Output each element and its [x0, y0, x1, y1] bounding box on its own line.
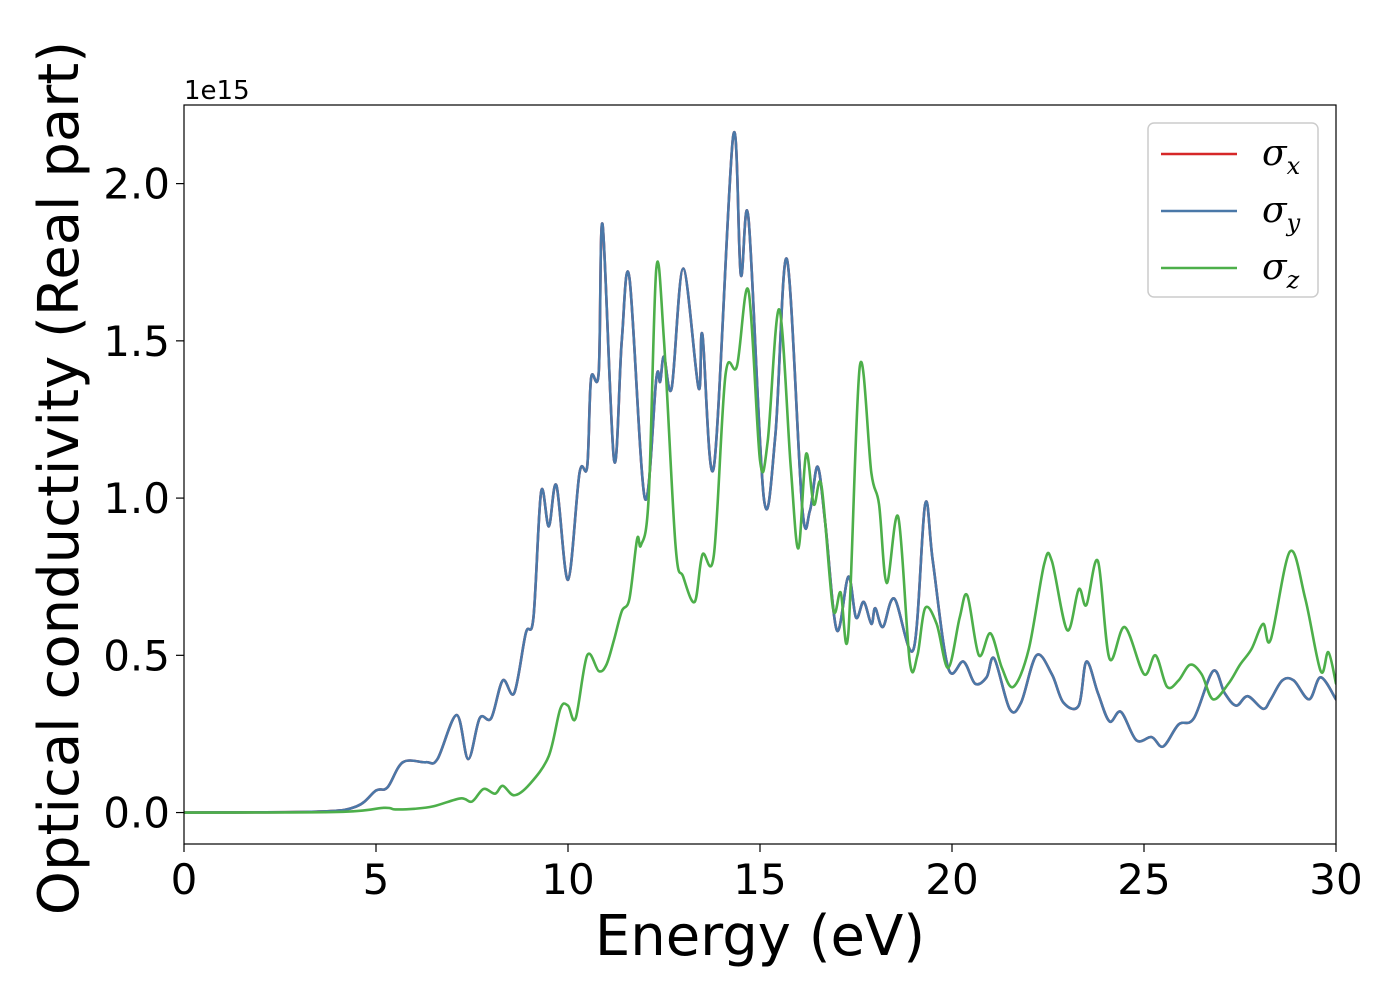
x-tick-label: 10: [541, 855, 594, 904]
x-tick-label: 5: [363, 855, 390, 904]
legend-label-x: σx: [1262, 133, 1301, 180]
x-axis-label: Energy (eV): [595, 904, 925, 969]
x-axis-ticks: 0 5 10 15 20 25 30: [171, 844, 1363, 904]
x-tick-label: 20: [925, 855, 978, 904]
y-axis-ticks: 0.0 0.5 1.0 1.5 2.0: [103, 160, 184, 838]
legend-label-z: σz: [1262, 247, 1300, 294]
x-tick-label: 30: [1309, 855, 1362, 904]
legend-label-y: σy: [1262, 190, 1301, 237]
y-tick-label: 0.0: [103, 789, 170, 838]
series-lines: [184, 131, 1336, 814]
y-tick-label: 1.0: [103, 474, 170, 523]
x-tick-label: 25: [1117, 855, 1170, 904]
y-tick-label: 0.5: [103, 631, 170, 680]
y-axis-label: Optical conductivity (Real part): [27, 41, 92, 915]
legend: σx σy σz: [1147, 122, 1319, 298]
y-axis-offset-label: 1e15: [184, 76, 250, 106]
y-tick-label: 1.5: [103, 317, 170, 366]
x-tick-label: 15: [733, 855, 786, 904]
series-line-z: [184, 260, 1336, 814]
series-line-y: [184, 131, 1336, 814]
x-tick-label: 0: [171, 855, 198, 904]
y-tick-label: 2.0: [103, 160, 170, 209]
